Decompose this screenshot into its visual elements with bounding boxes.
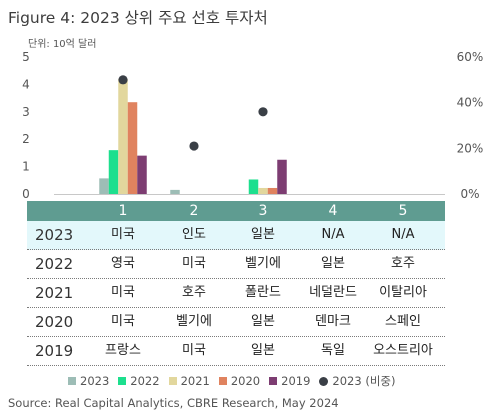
bar-2021-cat-1 <box>118 78 128 194</box>
chart-title: Figure 4: 2023 상위 주요 선호 투자처 <box>8 9 268 27</box>
bar-2019-cat-1 <box>137 155 147 194</box>
rank-label: 1 <box>118 203 128 219</box>
table-cell: 호주 <box>391 256 415 271</box>
bar-2020-cat-1 <box>127 102 138 194</box>
share-dot-cat-1 <box>118 75 128 85</box>
table-row: 2020 미국 벨기에 일본 덴마크 스페인 <box>27 308 445 337</box>
legend-swatch-icon <box>218 377 227 385</box>
table-cell: 호주 <box>182 285 206 300</box>
legend-label: 2022 <box>130 374 160 388</box>
table-cell: 스페인 <box>385 314 421 329</box>
table-cell: 미국 <box>111 285 135 300</box>
legend-item: 2020 <box>218 374 261 388</box>
left-tick-label: 2 <box>22 132 30 146</box>
bar-2022-cat-3 <box>248 179 259 194</box>
row-year: 2023 <box>35 226 74 244</box>
table-cell: 오스트리아 <box>373 343 433 358</box>
legend-item: 2021 <box>168 374 210 388</box>
table-cell: 일본 <box>321 256 345 271</box>
table-cell: 미국 <box>182 343 206 358</box>
table-cell: 독일 <box>321 343 345 358</box>
table-cell: 벨기에 <box>176 314 212 329</box>
bar-chart: 0 1 2 3 4 5 0% 20% 40% 60% <box>22 50 484 200</box>
table-cell: 프랑스 <box>105 343 141 358</box>
left-tick-label: 4 <box>22 77 30 91</box>
left-tick-label: 0 <box>22 187 30 200</box>
legend-label: 2023 (비중) <box>332 374 396 388</box>
table-cell: 일본 <box>251 227 275 242</box>
table-cell: 인도 <box>182 227 206 242</box>
legend-item: 2023 (비중) <box>319 373 395 389</box>
table-cell: 폴란드 <box>245 285 281 300</box>
table-cell: N/A <box>391 227 415 242</box>
table-row: 2021 미국 호주 폴란드 네덜란드 이탈리아 <box>27 279 445 308</box>
right-tick-label: 60% <box>457 50 484 64</box>
rank-label: 5 <box>398 203 408 219</box>
share-dot-cat-3 <box>258 107 268 117</box>
source-note: Source: Real Capital Analytics, CBRE Res… <box>8 396 339 410</box>
rank-label: 2 <box>189 203 199 219</box>
legend-swatch-icon <box>269 377 278 385</box>
row-year: 2020 <box>35 313 74 331</box>
right-tick-label: 20% <box>457 141 484 155</box>
legend-label: 2019 <box>281 374 311 388</box>
legend-label: 2020 <box>230 374 261 388</box>
bar-2022-cat-1 <box>108 150 119 194</box>
legend-swatch-icon <box>68 377 76 385</box>
bar-2021-cat-3 <box>258 187 268 194</box>
share-dot-cat-2 <box>189 141 199 151</box>
legend-item: 2019 <box>269 374 310 388</box>
unit-label: 단위: 10억 달러 <box>28 39 97 50</box>
legend-item: 2023 <box>68 374 109 388</box>
left-tick-label: 3 <box>22 105 30 119</box>
row-year: 2021 <box>35 284 74 302</box>
row-year: 2019 <box>35 342 74 360</box>
rank-label: 3 <box>258 203 268 219</box>
legend-label: 2021 <box>180 374 210 388</box>
left-tick-label: 1 <box>22 160 30 174</box>
legend-label: 2023 <box>80 374 110 388</box>
row-year: 2022 <box>35 255 74 273</box>
table-cell: 일본 <box>251 314 275 329</box>
rank-header: 1 2 3 4 5 <box>27 201 445 221</box>
legend-item: 2022 <box>118 374 160 388</box>
table-cell: N/A <box>321 227 345 242</box>
right-tick-label: 40% <box>457 96 484 110</box>
table-cell: 미국 <box>182 256 206 271</box>
bar-2020-cat-3 <box>267 187 278 194</box>
rank-label: 4 <box>328 203 338 219</box>
table-row: 2023 미국 인도 일본 N/A N/A <box>27 221 445 250</box>
table-cell: 미국 <box>111 227 135 242</box>
table-row: 2022 영국 미국 벨기에 일본 호주 <box>27 250 445 279</box>
bar-2023-cat-2 <box>170 189 180 194</box>
legend-swatch-icon <box>118 377 127 385</box>
table-cell: 벨기에 <box>245 256 281 271</box>
bar-2023-cat-1 <box>99 178 109 194</box>
bar-2019-cat-3 <box>277 159 287 194</box>
right-tick-label: 0% <box>460 187 479 200</box>
legend-dot-icon <box>319 376 329 386</box>
left-tick-label: 5 <box>22 50 30 64</box>
table-cell: 미국 <box>111 314 135 329</box>
table-cell: 영국 <box>111 256 135 271</box>
table-row: 2019 프랑스 미국 일본 독일 오스트리아 <box>27 337 445 366</box>
legend-swatch-icon <box>168 377 177 385</box>
legend: 2023 2022 2021 2020 2019 2023 (비중) <box>68 373 395 389</box>
table-cell: 일본 <box>251 343 275 358</box>
table-cell: 이탈리아 <box>379 285 427 300</box>
table-cell: 네덜란드 <box>309 285 357 300</box>
table-cell: 덴마크 <box>315 314 351 329</box>
